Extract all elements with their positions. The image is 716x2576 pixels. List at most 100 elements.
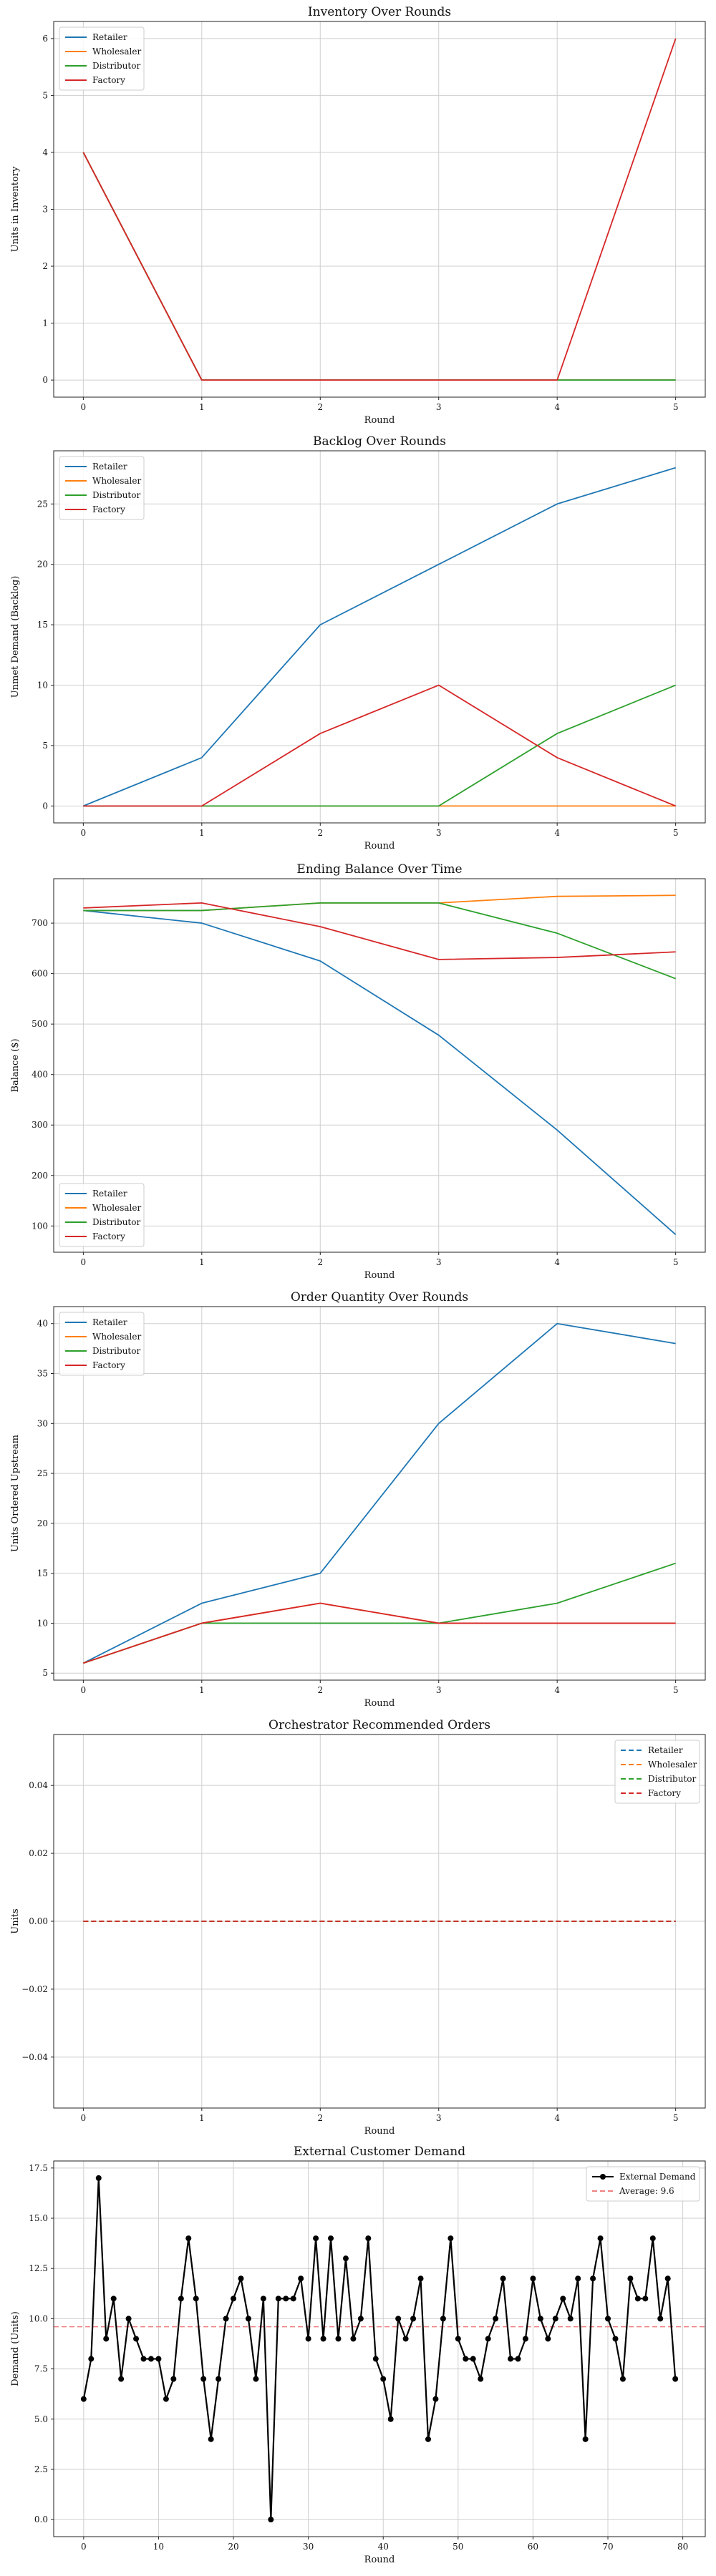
series-line-factory [82, 38, 677, 381]
y-tick-label: 5 [42, 741, 48, 751]
y-axis-label: Balance ($) [10, 1038, 21, 1092]
legend-box [59, 26, 145, 91]
data-point [88, 2356, 95, 2362]
x-tick-label: 30 [303, 2542, 314, 2552]
series-line-retailer [83, 909, 677, 1235]
y-tick-label: 500 [32, 1019, 48, 1029]
data-point [387, 2416, 394, 2422]
legend-label: Distributor [92, 1346, 140, 1356]
data-point [283, 2296, 289, 2302]
x-tick-label: 3 [436, 2113, 442, 2123]
data-point [305, 2336, 311, 2342]
y-axis-label: Units [10, 1908, 21, 1933]
y-tick-label: 10.0 [29, 2313, 48, 2323]
y-tick-label: 30 [37, 1418, 48, 1428]
data-point [155, 2356, 162, 2362]
y-tick-label: 1 [42, 318, 48, 328]
x-axis-label: Round [364, 1270, 395, 1281]
legend: Retailer Wholesaler Distributor Factory [614, 1740, 700, 1804]
legend-label: Average: 9.6 [619, 2186, 674, 2196]
legend: Retailer Wholesaler Distributor Factory [59, 1183, 145, 1247]
data-point [440, 2316, 446, 2322]
data-point [380, 2376, 387, 2382]
x-tick-label: 80 [677, 2542, 688, 2552]
data-point [95, 2175, 102, 2181]
plot-frame [53, 450, 706, 824]
plot-frame [53, 2160, 706, 2537]
x-axis-label: Round [364, 415, 395, 426]
data-point [170, 2376, 177, 2382]
data-point [193, 2296, 199, 2302]
x-axis-label: Round [364, 2555, 395, 2565]
data-point [357, 2316, 364, 2322]
y-tick-label: 10 [37, 680, 48, 691]
x-tick-label: 50 [453, 2542, 463, 2552]
x-tick-label: 2 [317, 1685, 323, 1695]
data-point [649, 2235, 656, 2242]
legend-label: Factory [648, 1788, 681, 1798]
y-tick-label: 20 [37, 1518, 48, 1528]
data-point [537, 2316, 543, 2322]
data-point [328, 2235, 334, 2242]
data-point [133, 2336, 140, 2342]
data-point [208, 2436, 214, 2442]
legend-label: Wholesaler [92, 1332, 141, 1342]
data-point [567, 2316, 574, 2322]
y-tick-label: 0 [42, 801, 48, 811]
chart-panel-recommended-orders: Orchestrator Recommended Orders 0 1 2 3 4 5 −0… [10, 1718, 706, 2137]
legend-label: Retailer [92, 32, 127, 42]
x-tick-label: 3 [436, 402, 442, 412]
legend-label: Distributor [648, 1774, 696, 1784]
y-tick-label: 0.00 [29, 1916, 48, 1926]
series-line-factory [83, 902, 676, 960]
x-tick-label: 3 [436, 1257, 442, 1267]
data-point [560, 2296, 566, 2302]
data-point [103, 2336, 110, 2342]
y-tick-label: 0.04 [29, 1780, 48, 1790]
data-point [140, 2356, 147, 2362]
data-point [200, 2376, 207, 2382]
legend-label: Retailer [92, 1189, 127, 1199]
data-point [268, 2517, 274, 2523]
x-tick-label: 3 [436, 828, 442, 838]
data-point [432, 2396, 439, 2402]
chart-panel-orders: Order Quantity Over Rounds 0 1 2 3 4 5 5 10 15 20… [10, 1290, 706, 1709]
y-tick-label: 12.5 [29, 2263, 48, 2273]
x-tick-label: 10 [153, 2542, 164, 2552]
chart-panel-customer-demand: External Customer Demand 0 10 20 30 40 50 60 70… [10, 2145, 706, 2565]
y-tick-label: 700 [32, 918, 48, 928]
data-point [590, 2275, 596, 2282]
legend-box [59, 1312, 145, 1376]
x-axis-label: Round [364, 1698, 395, 1709]
legend-box [614, 1740, 700, 1804]
y-tick-label: −0.02 [21, 1984, 48, 1994]
x-tick-label: 0 [81, 1685, 87, 1695]
y-tick-label: 0.0 [34, 2514, 48, 2524]
legend-label: Factory [92, 504, 125, 514]
data-point [223, 2316, 229, 2322]
x-tick-label: 3 [436, 1685, 442, 1695]
x-tick-label: 40 [378, 2542, 389, 2552]
data-point [365, 2235, 372, 2242]
legend-marker [600, 2174, 606, 2180]
data-point [545, 2336, 551, 2342]
data-point [522, 2336, 528, 2342]
data-point [163, 2396, 169, 2402]
y-axis-label: Demand (Units) [10, 2311, 21, 2386]
data-point [605, 2316, 611, 2322]
x-tick-label: 4 [554, 402, 560, 412]
y-tick-label: 300 [32, 1120, 48, 1130]
data-point [463, 2356, 469, 2362]
data-point [320, 2336, 326, 2342]
data-point [485, 2336, 491, 2342]
data-point [335, 2336, 342, 2342]
y-tick-label: 0.02 [29, 1848, 48, 1858]
x-tick-label: 5 [673, 828, 679, 838]
y-tick-label: 35 [37, 1369, 48, 1379]
data-point [80, 2396, 87, 2402]
plot-frame [53, 1306, 706, 1681]
y-tick-label: 5.0 [34, 2414, 48, 2424]
chart-title: Backlog Over Rounds [313, 434, 446, 449]
y-tick-label: 2 [42, 261, 48, 271]
